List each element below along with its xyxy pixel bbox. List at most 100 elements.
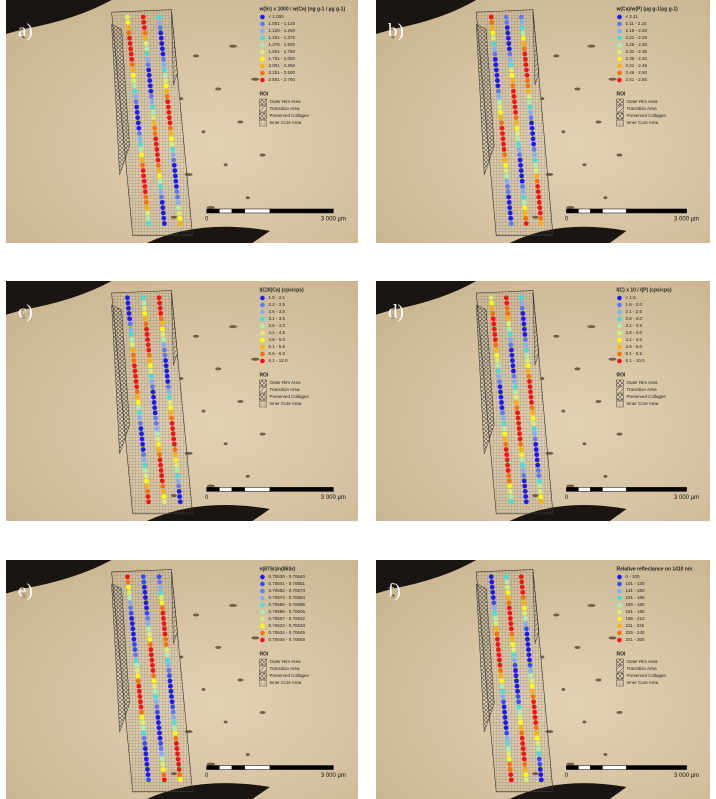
sample-point (126, 25, 131, 30)
legend-item: 2.001 - 2.250 (268, 63, 295, 68)
sample-point (134, 379, 139, 384)
sample-point (538, 211, 543, 216)
sample-point (126, 580, 131, 585)
sample-point (158, 184, 163, 189)
sample-point (489, 20, 494, 25)
legend-swatch (617, 589, 622, 594)
legend-swatch (617, 71, 622, 76)
sample-point (135, 390, 140, 395)
pore (608, 636, 616, 639)
sample-point (177, 216, 182, 221)
roi-swatch (259, 387, 266, 393)
sample-point (162, 621, 167, 626)
sample-point (531, 142, 536, 147)
pore (566, 484, 574, 487)
legend-item: 5.1 - 5.5 (268, 344, 285, 349)
legend-swatch (260, 603, 265, 608)
pore (246, 475, 250, 478)
sample-point (497, 94, 502, 99)
sample-point (527, 652, 532, 657)
sample-point (519, 15, 524, 20)
roi-swatch (616, 120, 623, 126)
pore (582, 442, 586, 445)
sample-point (505, 736, 510, 741)
sample-point (151, 390, 156, 395)
sample-point (140, 720, 145, 725)
sample-point (512, 374, 517, 379)
sample-point (510, 353, 515, 358)
legend-item: 0 - 100 (625, 574, 640, 579)
sample-point (132, 642, 137, 647)
sample-point (498, 110, 503, 115)
map-panel: e)n(87Sr)/n(86Sr)0.70630 - 0.706400.7064… (6, 560, 358, 799)
sample-point (133, 94, 138, 99)
sample-point (512, 652, 517, 657)
sample-point (128, 46, 133, 51)
sample-point (517, 426, 522, 431)
legend-swatch (260, 638, 265, 643)
sample-point (516, 416, 521, 421)
sample-point (505, 184, 510, 189)
sample-point (526, 647, 531, 652)
roi-swatch (259, 113, 266, 119)
sample-point (489, 295, 494, 300)
sample-point (521, 316, 526, 321)
sample-point (135, 395, 140, 400)
sample-point (150, 99, 155, 104)
sample-point (165, 374, 170, 379)
sample-point (135, 110, 140, 115)
sample-point (162, 62, 167, 67)
sample-point (136, 400, 141, 405)
sample-point (503, 442, 508, 447)
sample-point (131, 73, 136, 78)
sample-point (523, 211, 528, 216)
pore (201, 130, 205, 133)
sample-point (152, 679, 157, 684)
sample-point (520, 585, 525, 590)
sample-point (532, 431, 537, 436)
sample-point (513, 668, 518, 673)
sample-point (160, 205, 165, 210)
sample-point (144, 478, 149, 483)
pore (603, 475, 607, 478)
sample-point (133, 89, 138, 94)
legend-swatch (617, 22, 622, 27)
legend-swatch (260, 43, 265, 48)
sample-point (141, 580, 146, 585)
roi-swatch (616, 99, 623, 105)
sample-point (538, 772, 543, 777)
sample-point (147, 73, 152, 78)
sample-point (128, 322, 133, 327)
scale-segment (602, 766, 626, 770)
sample-point (142, 184, 147, 189)
sample-point (137, 136, 142, 141)
sample-point (511, 89, 516, 94)
sample-point (528, 390, 533, 395)
pore (201, 688, 205, 691)
panel-label: a) (18, 20, 33, 41)
legend-swatch (260, 29, 265, 34)
sample-point (496, 83, 501, 88)
sample-point (521, 468, 526, 473)
pore (582, 163, 586, 166)
sample-point (520, 590, 525, 595)
sample-point (493, 62, 498, 67)
legend-item: 2.251 - 2.500 (268, 70, 295, 75)
legend-swatch (617, 582, 622, 587)
sample-point (518, 720, 523, 725)
sample-point (498, 390, 503, 395)
sample-point (517, 431, 522, 436)
sample-point (502, 431, 507, 436)
roi-swatch (259, 394, 266, 400)
sample-point (177, 772, 182, 777)
sample-point (506, 751, 511, 756)
sample-point (172, 447, 177, 452)
sample-point (131, 353, 136, 358)
sample-point (127, 36, 132, 41)
sample-point (144, 757, 149, 762)
legend-swatch (617, 296, 622, 301)
sample-point (140, 163, 145, 168)
legend-item: 0.70630 - 0.70640 (268, 574, 305, 579)
sample-point (158, 463, 163, 468)
sample-point (512, 99, 517, 104)
